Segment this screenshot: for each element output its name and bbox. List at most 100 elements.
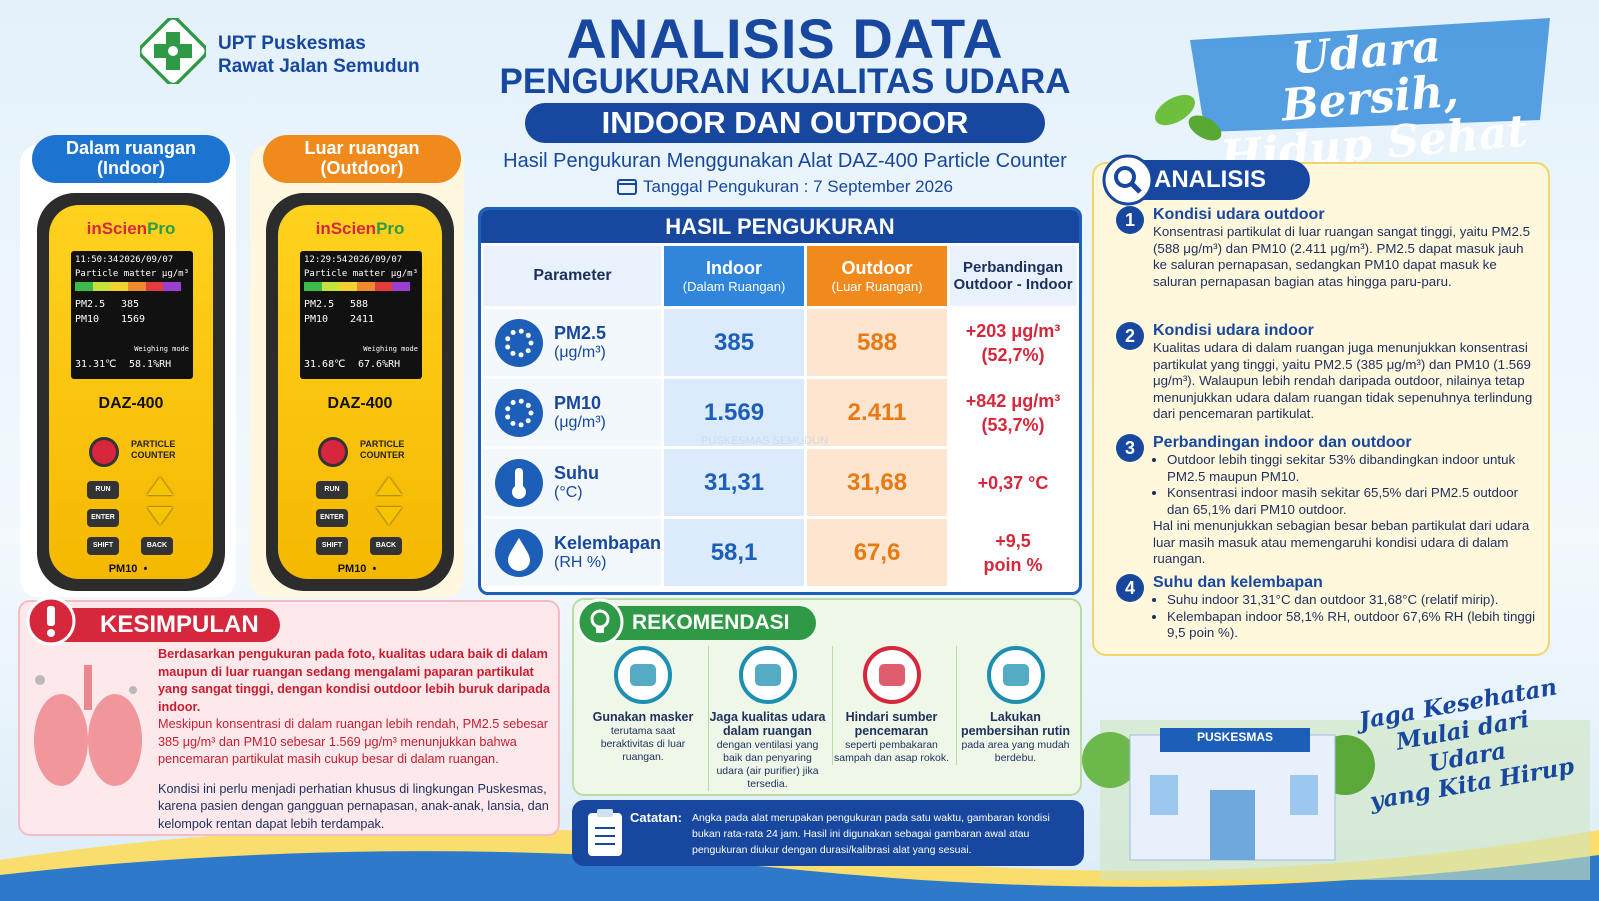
- screen-pm10-label: PM10: [304, 314, 329, 325]
- brand: inScienPro: [278, 219, 442, 239]
- screen-pm10: 2411: [350, 314, 375, 325]
- difference-text: +0,37 °C: [977, 472, 1049, 493]
- arrow-button: [147, 477, 173, 495]
- particle-label: PARTICLE: [131, 439, 176, 449]
- org-line: Rawat Jalan Semudun: [218, 56, 420, 77]
- screen-pm25-label: PM2.5: [304, 299, 335, 310]
- device-button: ENTER: [87, 509, 119, 527]
- conclusion-paragraph: Meskipun konsentrasi di dalam ruangan le…: [158, 717, 549, 766]
- parameter-icon: [495, 529, 543, 577]
- footer-text: PM10: [337, 563, 367, 575]
- device-button: RUN: [316, 481, 348, 499]
- particle-label: PARTICLE: [360, 439, 405, 449]
- screen-pm25: 588: [350, 299, 369, 310]
- difference-text: +9,5: [995, 530, 1031, 551]
- lungs-illustration: [34, 665, 142, 786]
- difference-text: +842 μg/m³: [965, 390, 1061, 411]
- date: Tanggal Pengukuran : 7 September 2026: [440, 177, 1130, 197]
- recommendation-text: seperti pembakaran sampah dan asap rokok…: [834, 739, 949, 764]
- analysis-item: 3 Perbandingan indoor dan outdoorOutdoor …: [1116, 434, 1541, 568]
- screen-pm25-label: PM2.5: [75, 299, 106, 310]
- icon-shape: [878, 664, 905, 686]
- item-body: Suhu indoor 31,31°C dan outdoor 31,68°C …: [1153, 592, 1541, 642]
- color-segment: [128, 282, 146, 291]
- header-text: Indoor: [706, 258, 763, 278]
- screen-unit: μg/m³: [390, 269, 418, 279]
- conclusion-paragraph: Berdasarkan pengukuran pada foto, kualit…: [158, 647, 550, 714]
- recommendation-title-text: REKOMENDASI: [632, 611, 790, 634]
- footer-dot: •: [143, 563, 148, 575]
- subtitle: PENGUKURAN KUALITAS UDARA: [499, 62, 1071, 101]
- indoor-value: 1.569: [664, 379, 805, 446]
- counter-label: COUNTER: [131, 450, 176, 460]
- difference-text: (52,7%): [981, 344, 1045, 365]
- bullet: Outdoor lebih tinggi sekitar 53% dibandi…: [1167, 452, 1541, 485]
- counter-label: COUNTER: [360, 450, 405, 460]
- device-label-line: Luar ruangan: [304, 138, 420, 158]
- logo: [140, 18, 206, 84]
- item-body: Kualitas udara di dalam ruangan juga men…: [1153, 340, 1541, 423]
- title: ANALISIS DATA: [566, 7, 1004, 70]
- parameter-cell: Suhu (°C): [484, 449, 662, 516]
- item-number: 1: [1116, 206, 1144, 234]
- device-body: inScienPro 11:50:34 2026/09/07 Particle mat…: [49, 205, 213, 579]
- bullet: Kelembapan indoor 58,1% RH, outdoor 67,6…: [1167, 609, 1541, 642]
- screen-header: Particle matter: [75, 269, 157, 279]
- brand-part: inScien: [315, 219, 377, 238]
- note-label: Catatan:: [630, 810, 683, 825]
- model: DAZ-400: [327, 395, 393, 412]
- screen-temp: 31.68℃: [304, 359, 346, 370]
- color-segment: [75, 282, 93, 291]
- header-sub: Outdoor - Indoor: [953, 276, 1073, 293]
- parameter-icon: [495, 459, 543, 507]
- parameter-name: Suhu: [554, 463, 599, 483]
- color-segment: [92, 282, 111, 291]
- recommendation-title: Jaga kualitas udara dalam ruangan: [709, 710, 826, 738]
- conclusion-text: Berdasarkan pengukuran pada foto, kualit…: [158, 646, 553, 833]
- icon-shape: [630, 664, 656, 686]
- table-row: Kelembapan (RH %) 58,1 67,6 +9,5 poin %: [484, 519, 1076, 586]
- color-segment: [163, 282, 182, 291]
- color-segment: [321, 282, 340, 291]
- item-number: 2: [1116, 322, 1144, 350]
- search-icon: [1102, 154, 1154, 206]
- parameter-icon: [495, 319, 543, 367]
- recommendation-icon: [614, 646, 672, 704]
- icon-shape: [754, 664, 781, 686]
- device-button: ENTER: [316, 509, 348, 527]
- recommendation-title: Lakukan pembersihan rutin: [960, 710, 1071, 738]
- parameter-cell: PM2.5 (μg/m³): [484, 309, 662, 376]
- power-button: [318, 437, 348, 467]
- screen-time: 12:29:54: [304, 255, 348, 265]
- device-label-line: (Indoor): [97, 158, 165, 178]
- device-label-line: Dalam ruangan: [65, 138, 197, 158]
- conclusion-title-text: KESIMPULAN: [100, 611, 259, 638]
- bulb-icon: [576, 598, 624, 646]
- conclusion-panel: KESIMPULAN Berdasarkan pengukuran pada f…: [18, 596, 560, 836]
- analysis-item: 1 Kondisi udara outdoor Konsentrasi partik…: [1116, 206, 1541, 290]
- parameter-cell: PM10 (μg/m³): [484, 379, 662, 446]
- header-cell: Perbandingan Outdoor - Indoor: [950, 246, 1076, 306]
- color-segment: [357, 282, 375, 291]
- color-segment: [145, 282, 164, 291]
- device-button: BACK: [141, 537, 173, 555]
- color-bar: [75, 282, 182, 291]
- header-text: Perbandingan: [963, 259, 1064, 276]
- parameter-unit: (μg/m³): [554, 344, 606, 361]
- header-cell: Parameter: [484, 246, 662, 306]
- icon-shape: [1002, 664, 1029, 686]
- color-segment: [339, 282, 358, 291]
- analysis-item: 2 Kondisi udara indoor Kualitas udara di d…: [1116, 322, 1541, 423]
- arrow-button: [376, 507, 402, 525]
- building-sign: PUSKESMAS: [1196, 730, 1273, 744]
- conclusion-title: KESIMPULAN: [48, 608, 280, 642]
- table-row: PM10 (μg/m³) 1.569 2.411 +842 μg/m³ (53,7%): [484, 379, 1076, 446]
- footer-dot: •: [372, 563, 377, 575]
- device-button: RUN: [87, 481, 119, 499]
- brand: inScienPro: [49, 219, 213, 239]
- color-segment: [374, 282, 393, 291]
- footer-text: PM10: [108, 563, 138, 575]
- difference-text: +203 μg/m³: [965, 320, 1061, 341]
- outdoor-value: 588: [807, 309, 948, 376]
- device-label: Dalam ruangan (Indoor): [32, 135, 230, 183]
